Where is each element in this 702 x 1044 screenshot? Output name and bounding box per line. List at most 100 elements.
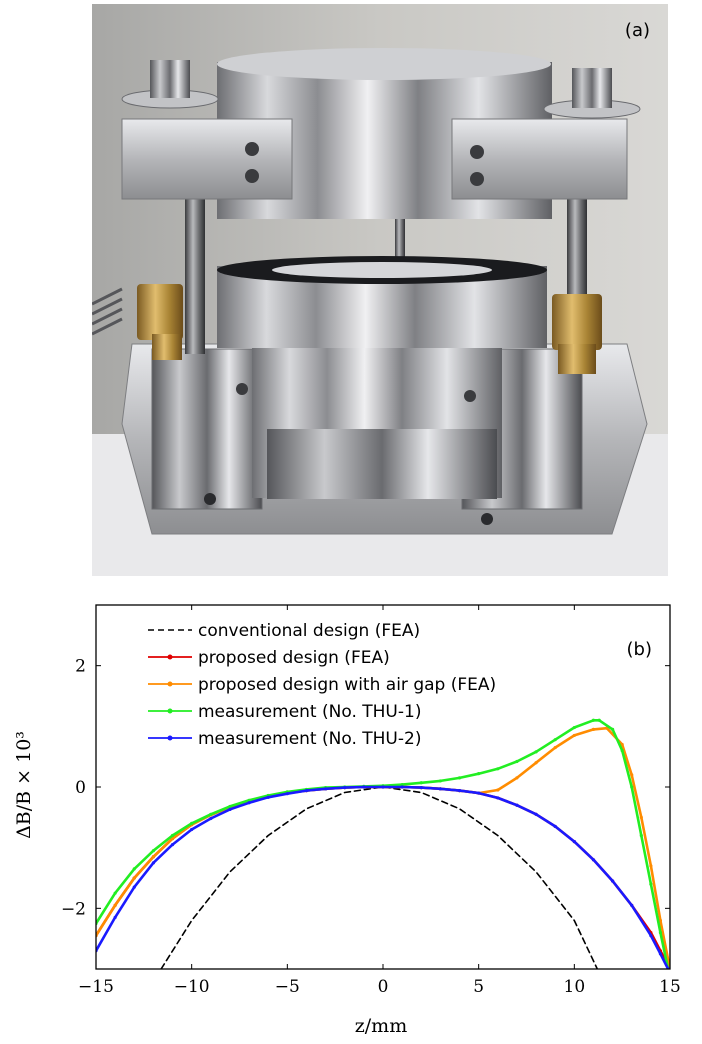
series-4-point (247, 798, 251, 802)
x-axis-label: z/mm (355, 1015, 407, 1037)
series-4-point (620, 749, 624, 753)
series-3-point (572, 733, 576, 738)
series-5-point (477, 791, 481, 795)
series-4-point (597, 718, 601, 722)
legend-label-3: proposed design with air gap (FEA) (198, 675, 496, 695)
series-5-point (247, 801, 251, 805)
series-5-point (266, 795, 270, 799)
series-5-point (591, 858, 596, 862)
series-4-point (534, 750, 538, 754)
series-5-point (658, 952, 663, 956)
y-tick-label: −2 (61, 899, 86, 919)
legend-marker-2 (167, 654, 173, 660)
series-line-5 (96, 785, 670, 969)
series-5-point (649, 934, 653, 938)
series-4-point (649, 882, 653, 886)
series-3-point (649, 864, 653, 868)
series-3-point (515, 776, 519, 780)
series-3-point (132, 876, 136, 880)
series-4-point (190, 821, 194, 825)
series-5-point (400, 785, 404, 789)
series-4-point (228, 804, 232, 809)
series-3-point (151, 855, 155, 859)
series-4-point (496, 767, 500, 771)
series-5-point (228, 807, 232, 812)
series-4-point (113, 891, 117, 895)
x-tick-label: 0 (378, 977, 389, 997)
series-4-point (132, 867, 136, 871)
series-4-point (419, 781, 423, 785)
series-3-point (113, 903, 117, 907)
series-5-point (190, 827, 194, 832)
series-line-3 (96, 726, 670, 969)
legend-label-4: measurement (No. THU-1) (198, 702, 421, 722)
series-4-point (170, 833, 175, 838)
series-4-point (400, 782, 404, 787)
series-3-point (620, 742, 624, 747)
legend-marker-4 (167, 708, 173, 714)
series-4-point (457, 776, 462, 780)
x-tick-label: −5 (275, 977, 300, 997)
y-axis-label: ΔB/B × 10³ (13, 731, 35, 839)
legend-marker-3 (167, 681, 173, 687)
legend-marker-5 (167, 735, 173, 741)
series-5-point (285, 792, 289, 796)
y-tick-label: 0 (75, 778, 86, 798)
series-5-point (324, 787, 328, 791)
legend: conventional design (FEA) proposed design… (148, 621, 496, 749)
series-3-point (630, 773, 634, 777)
x-tick-label: −10 (174, 977, 210, 997)
series-4-point (611, 727, 615, 731)
y-tick-label: 2 (75, 657, 86, 677)
series-3-point (553, 745, 557, 750)
axes: −15 −10 −5 0 5 10 15 −2 0 2 (61, 604, 681, 997)
series-5-point (170, 843, 175, 847)
series-4-point (630, 785, 634, 789)
series-4-point (553, 738, 557, 742)
series-3-point (591, 727, 596, 731)
series-line-1 (160, 786, 599, 969)
series-4-point (438, 779, 442, 783)
series-5-point (457, 789, 462, 793)
legend-label-5: measurement (No. THU-2) (198, 729, 421, 749)
series-5-point (553, 824, 557, 829)
series-5-point (419, 786, 423, 790)
series-5-point (611, 879, 615, 883)
series-5-point (534, 812, 538, 816)
series-4-point (477, 772, 481, 776)
x-tick-label: −15 (78, 977, 114, 997)
legend-label-2: proposed design (FEA) (198, 648, 390, 668)
panel-label-b: (b) (627, 639, 652, 660)
series-3-point (496, 788, 500, 792)
x-tick-label: 15 (659, 977, 681, 997)
series-5-point (132, 885, 136, 889)
series-5-point (151, 861, 155, 865)
field-uniformity-chart: −15 −10 −5 0 5 10 15 −2 0 2 conventional design (… (13, 604, 681, 1037)
series-5-point (496, 796, 500, 800)
series-5-point (362, 785, 366, 789)
series-line-4 (96, 719, 670, 969)
series-5-point (304, 789, 309, 793)
series-4-point (151, 849, 155, 853)
series-5-point (515, 803, 519, 807)
series-5-point (572, 840, 576, 844)
series-4-point (591, 718, 596, 722)
series-4-point (515, 759, 519, 764)
series-5-point (381, 785, 385, 789)
series-4-point (658, 931, 663, 935)
magnet-assembly-photo: (a) (92, 4, 668, 576)
series-5-point (209, 816, 213, 821)
plot-area (96, 718, 670, 969)
series-4-point (572, 725, 576, 730)
series-4-point (639, 833, 643, 838)
series-5-point (438, 787, 442, 791)
series-5-point (343, 786, 347, 790)
panel-label-a: (a) (625, 20, 650, 41)
series-4-point (209, 812, 213, 816)
series-3-point (658, 918, 663, 923)
x-tick-label: 10 (564, 977, 586, 997)
legend-label-1: conventional design (FEA) (198, 621, 420, 641)
series-3-point (639, 815, 643, 819)
x-tick-label: 5 (473, 977, 484, 997)
series-3-point (534, 761, 538, 765)
